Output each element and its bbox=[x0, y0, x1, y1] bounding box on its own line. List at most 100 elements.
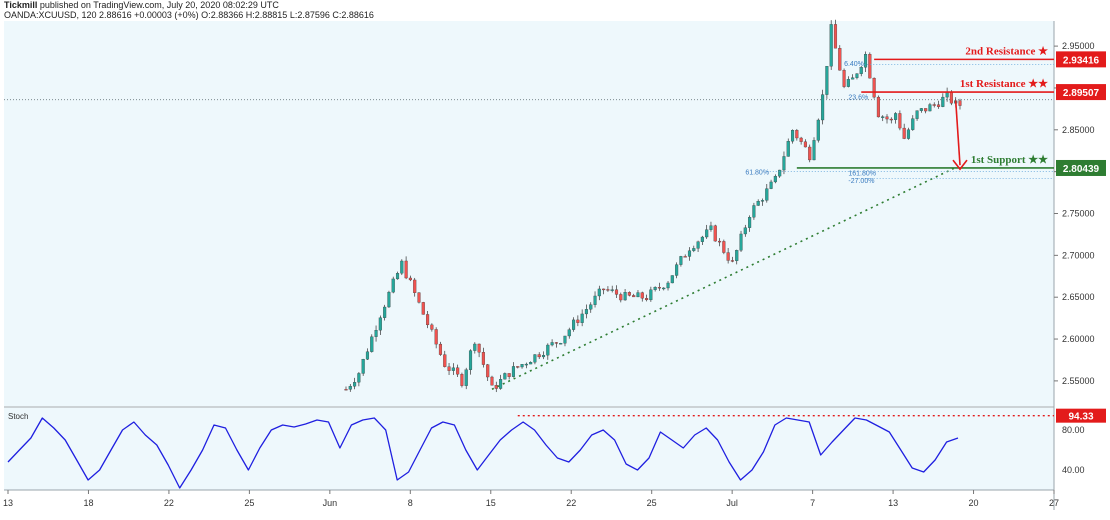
candle-body bbox=[529, 362, 533, 365]
candle-body bbox=[584, 309, 588, 315]
fib-label: 6.40% bbox=[844, 61, 864, 68]
candle-body bbox=[546, 344, 550, 356]
candle-body bbox=[846, 79, 850, 87]
level-label: 1st Resistance ★★ bbox=[960, 78, 1048, 90]
candle-body bbox=[666, 282, 670, 289]
candle-body bbox=[567, 329, 571, 337]
candle-body bbox=[524, 363, 528, 366]
candle-body bbox=[778, 169, 782, 177]
candle-body bbox=[735, 250, 739, 261]
candle-body bbox=[464, 369, 468, 386]
candle-body bbox=[357, 373, 361, 383]
level-label: 1st Support ★★ bbox=[971, 154, 1048, 166]
candle-body bbox=[391, 278, 395, 293]
x-tick-label: 27 bbox=[1049, 498, 1059, 508]
level-price-box bbox=[1056, 84, 1106, 101]
candle-body bbox=[825, 66, 829, 95]
candle-body bbox=[752, 205, 756, 218]
candle-body bbox=[790, 130, 795, 142]
y-tick-label: 2.70000 bbox=[1062, 250, 1095, 260]
y-tick-label: 2.75000 bbox=[1062, 209, 1095, 219]
candle-body bbox=[876, 96, 880, 118]
candle-body bbox=[932, 104, 936, 106]
candle-body bbox=[572, 319, 576, 330]
stoch-label: Stoch bbox=[8, 412, 28, 421]
publish-line: Tickmill published on TradingView.com, J… bbox=[4, 0, 279, 10]
candle-body bbox=[640, 292, 644, 299]
candle-body bbox=[881, 116, 885, 118]
candle-body bbox=[430, 324, 434, 330]
candle-body bbox=[885, 116, 889, 120]
candle-body bbox=[889, 118, 893, 121]
support-trendline bbox=[491, 166, 957, 390]
x-tick-label: Jun bbox=[323, 498, 338, 508]
chart-header: Tickmill published on TradingView.com, J… bbox=[0, 0, 1110, 20]
candle-body bbox=[941, 96, 945, 107]
open-label: O: bbox=[201, 10, 211, 20]
candle-body bbox=[589, 304, 593, 310]
high-value: 2.88815 bbox=[254, 10, 288, 20]
stoch-tick-label: 80.00 bbox=[1062, 425, 1085, 435]
candle-body bbox=[520, 364, 524, 368]
projection-arrow-head bbox=[952, 159, 968, 171]
candle-body bbox=[812, 140, 816, 161]
candle-body bbox=[687, 250, 692, 257]
level-price-tag: 2.80439 bbox=[1063, 164, 1100, 175]
candle-body bbox=[383, 306, 387, 318]
candle-body bbox=[662, 287, 666, 290]
candle-body bbox=[713, 225, 717, 242]
candle-body bbox=[803, 141, 807, 148]
candle-body bbox=[786, 141, 790, 157]
y-tick-label: 2.65000 bbox=[1062, 292, 1095, 302]
candle-body bbox=[533, 354, 537, 363]
candle-body bbox=[902, 127, 906, 139]
candle-body bbox=[438, 343, 443, 355]
candle-body bbox=[808, 146, 812, 161]
level-price-box bbox=[1056, 159, 1106, 176]
x-tick-label: 20 bbox=[969, 498, 979, 508]
candle-body bbox=[426, 314, 430, 326]
candle-body bbox=[868, 54, 872, 79]
high-label: H: bbox=[245, 10, 255, 20]
candle-body bbox=[657, 287, 661, 289]
candle-body bbox=[550, 342, 554, 346]
candle-body bbox=[773, 175, 777, 183]
candle-body bbox=[782, 156, 786, 171]
price-pane bbox=[4, 21, 1054, 406]
candle-body bbox=[739, 233, 743, 251]
candle-body bbox=[451, 367, 455, 371]
candle-body bbox=[623, 292, 627, 301]
candle-body bbox=[417, 292, 421, 303]
candle-body bbox=[696, 241, 700, 249]
stoch-line bbox=[7, 417, 959, 489]
candle-body bbox=[718, 240, 722, 243]
x-tick-label: 22 bbox=[566, 498, 576, 508]
x-tick-label: 18 bbox=[83, 498, 93, 508]
candle-body bbox=[378, 317, 382, 331]
candle-body bbox=[627, 292, 631, 296]
candle-body bbox=[632, 295, 636, 298]
projection-arrow-line bbox=[954, 100, 961, 166]
candle-body bbox=[606, 289, 610, 291]
candle-body bbox=[477, 343, 481, 353]
candle-body bbox=[486, 364, 490, 378]
level-label: 2nd Resistance ★ bbox=[965, 45, 1048, 57]
candle-body bbox=[374, 330, 378, 337]
close-value: 2.88616 bbox=[341, 10, 374, 20]
brand-name: Tickmill bbox=[4, 0, 38, 10]
candle-body bbox=[863, 54, 868, 68]
candle-body bbox=[816, 119, 820, 141]
candle-body bbox=[511, 366, 516, 377]
candle-body bbox=[597, 288, 601, 297]
candle-body bbox=[709, 225, 713, 230]
candle-body bbox=[958, 100, 962, 106]
candle-body bbox=[949, 91, 953, 104]
candle-body bbox=[838, 48, 842, 71]
candle-body bbox=[494, 385, 498, 389]
x-tick-label: 8 bbox=[408, 498, 413, 508]
candle-body bbox=[395, 273, 400, 280]
overbought-tag: 94.33 bbox=[1068, 412, 1093, 423]
candle-body bbox=[911, 118, 915, 130]
candle-body bbox=[490, 376, 494, 386]
